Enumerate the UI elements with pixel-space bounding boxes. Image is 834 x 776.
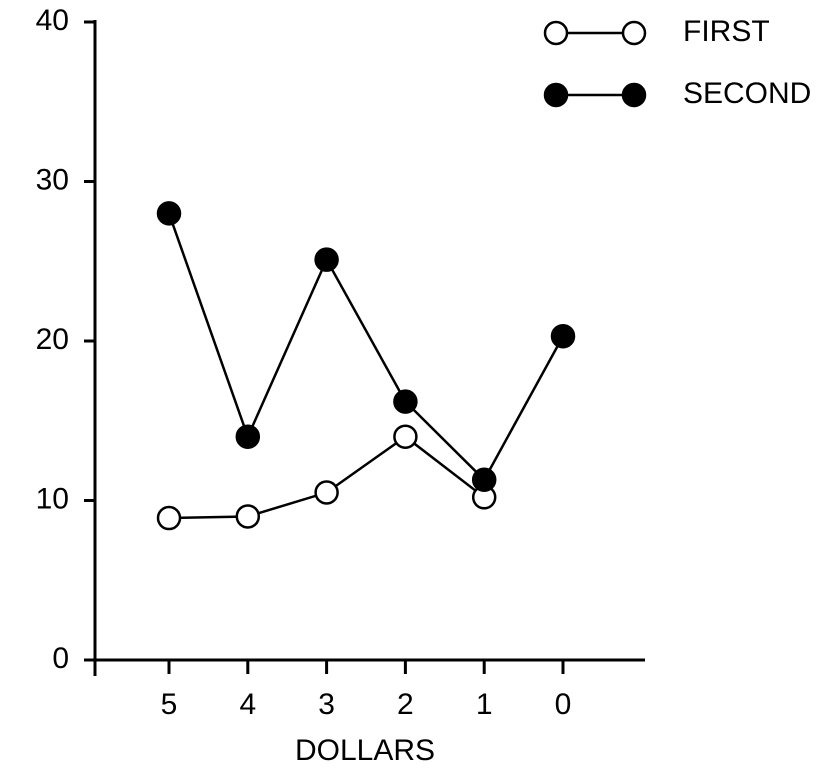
data-point (156, 505, 182, 531)
series-line (167, 212, 565, 482)
y-tick-label: 0 (52, 642, 69, 675)
data-point (471, 467, 497, 493)
x-tick-label: 4 (239, 688, 256, 721)
legend-marker (621, 82, 647, 108)
y-tick-label: 40 (36, 4, 69, 37)
y-tick-label: 30 (36, 163, 69, 196)
x-tick-label: 1 (476, 688, 493, 721)
legend-marker (621, 20, 647, 46)
x-axis-label: DOLLARS (295, 734, 435, 767)
legend-marker (543, 82, 569, 108)
data-point (393, 389, 418, 414)
legend-marker (543, 20, 569, 46)
data-point (550, 323, 576, 349)
y-tick-label: 10 (36, 482, 69, 515)
x-tick-label: 3 (318, 688, 335, 721)
y-tick-label: 20 (36, 323, 69, 356)
x-tick-label: 2 (397, 688, 414, 721)
data-point (314, 480, 339, 505)
x-tick-label: 5 (161, 688, 178, 721)
series-line (168, 435, 485, 520)
legend-label: SECOND (683, 77, 811, 110)
data-point (314, 247, 339, 272)
legend-label: FIRST (683, 15, 770, 48)
data-point (156, 201, 182, 226)
x-tick-label: 0 (555, 688, 572, 721)
data-point (393, 424, 418, 449)
data-point (235, 504, 261, 529)
data-point (235, 424, 261, 449)
